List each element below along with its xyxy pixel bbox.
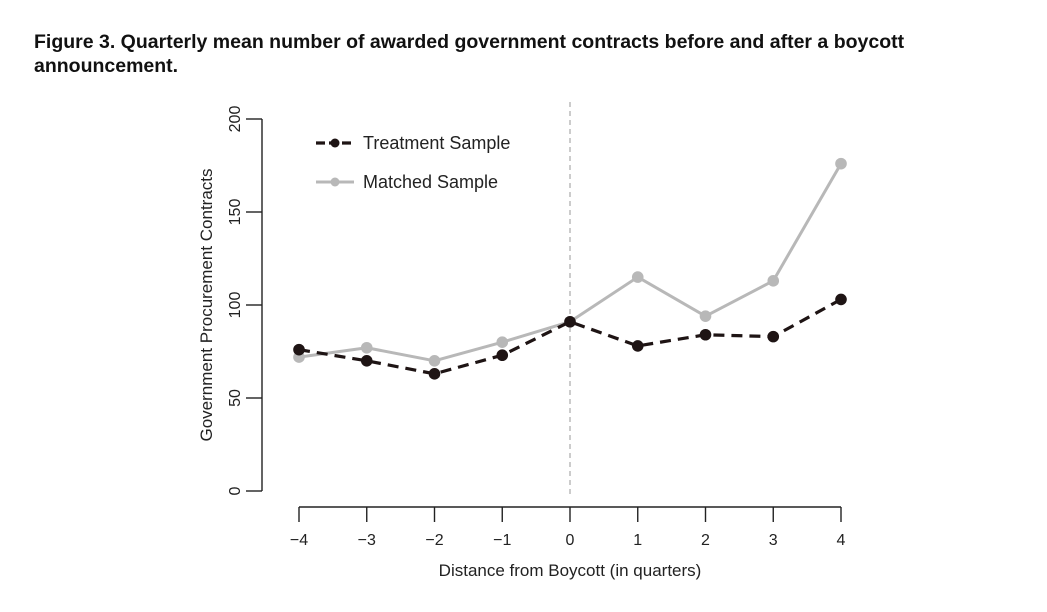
data-point: [835, 293, 847, 306]
data-point: [767, 275, 780, 287]
legend-swatch-marker: [330, 138, 340, 148]
x-tick-label: −1: [493, 532, 511, 549]
y-tick-label: 50: [227, 389, 244, 407]
x-tick-label: −3: [358, 532, 376, 549]
y-axis: 0 50 100 150 200: [227, 106, 263, 495]
data-point: [293, 343, 305, 356]
x-tick-label: 3: [769, 532, 778, 549]
data-point: [631, 271, 644, 283]
x-tick-label: −4: [290, 532, 308, 549]
x-tick-label: 1: [633, 532, 642, 549]
data-point: [360, 341, 373, 354]
legend-entry: Treatment Sample: [316, 133, 510, 153]
x-axis-label: Distance from Boycott (in quarters): [439, 561, 702, 580]
legend-label: Treatment Sample: [363, 133, 510, 153]
x-tick-label: 0: [566, 532, 575, 549]
x-tick-label: 2: [701, 532, 710, 549]
series-group: [293, 157, 847, 380]
y-axis-label: Government Procurement Contracts: [197, 168, 216, 441]
data-point: [699, 310, 712, 322]
data-point: [699, 328, 712, 341]
legend-swatch-marker: [330, 177, 340, 187]
data-point: [428, 355, 441, 367]
data-point: [631, 340, 644, 352]
legend-entry: Matched Sample: [316, 172, 498, 192]
series-treatment-sample: [293, 293, 847, 380]
data-point: [360, 355, 373, 367]
legend-label: Matched Sample: [363, 172, 498, 192]
series-line: [298, 298, 842, 376]
data-point: [564, 315, 576, 328]
y-tick-label: 0: [227, 486, 244, 495]
y-tick-label: 150: [227, 199, 244, 226]
figure-title: Figure 3. Quarterly mean number of award…: [34, 31, 905, 77]
data-point: [496, 349, 509, 362]
x-axis: −4 −3 −2 −1 0 1 2 3 4: [290, 506, 846, 549]
y-tick-label: 200: [227, 106, 244, 133]
data-point: [835, 157, 847, 170]
data-point: [496, 336, 509, 349]
data-point: [767, 330, 780, 343]
y-tick-label: 100: [227, 292, 244, 319]
data-point: [428, 368, 441, 380]
legend: Treatment Sample Matched Sample: [316, 133, 510, 192]
x-tick-label: 4: [837, 532, 846, 549]
x-tick-label: −2: [425, 532, 443, 549]
